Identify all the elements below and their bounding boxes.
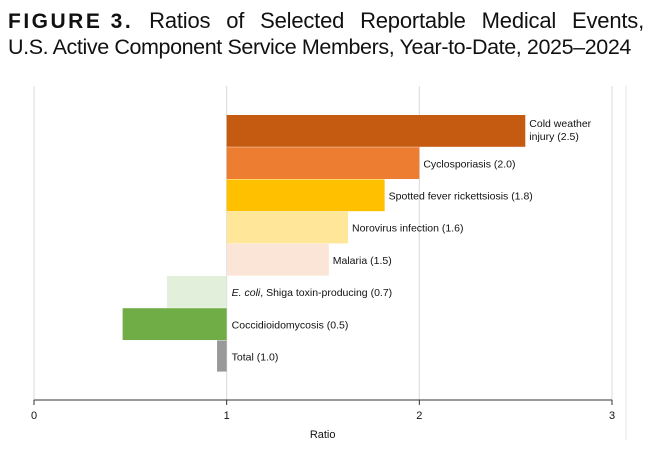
x-tick-label: 2: [416, 410, 422, 422]
figure-label: FIGURE 3.: [8, 10, 134, 33]
bar-label: E. coli, Shiga toxin-producing (0.7): [232, 287, 393, 299]
bar: [226, 211, 349, 244]
x-tick-label: 3: [609, 410, 615, 422]
bar-label: Total (1.0): [232, 352, 279, 364]
bar-label: Spotted fever rickettsiosis (1.8): [389, 191, 533, 203]
x-tick-label: 0: [31, 410, 37, 422]
title-line-1: FIGURE 3. Ratios of Selected Reportable …: [8, 8, 644, 35]
bar-label: Coccidioidomycosis (0.5): [232, 319, 349, 331]
x-tick-label: 1: [224, 410, 230, 422]
title-word: Medical: [481, 8, 557, 33]
bar-label: Malaria (1.5): [333, 255, 392, 267]
bar: [226, 115, 526, 147]
x-axis-title: Ratio: [310, 429, 336, 441]
bar: [217, 340, 227, 372]
figure-title: FIGURE 3. Ratios of Selected Reportable …: [8, 8, 644, 59]
title-word: Selected: [260, 8, 345, 33]
title-word: of: [226, 8, 245, 33]
bar-label: Cold weather injury (2.5): [529, 118, 591, 143]
bar-label: Norovirus infection (1.6): [352, 223, 463, 235]
bar: [122, 308, 227, 340]
bar: [226, 243, 329, 276]
bar: [226, 147, 420, 179]
bar: [226, 179, 385, 212]
bar: [166, 276, 227, 308]
title-word: Reportable: [360, 8, 466, 33]
title-word: Ratios: [149, 8, 211, 33]
title-word: Events,: [572, 8, 644, 33]
title-line-2: U.S. Active Component Service Members, Y…: [8, 35, 631, 59]
bar-label: Cyclosporiasis (2.0): [423, 158, 515, 170]
